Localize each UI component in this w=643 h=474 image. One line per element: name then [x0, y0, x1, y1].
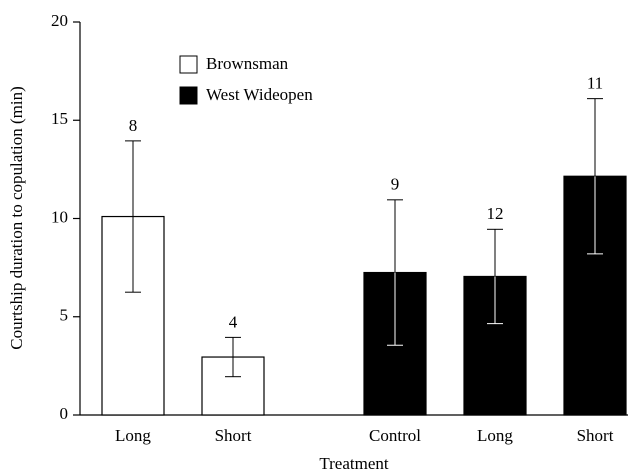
- x-tick-label: Long: [115, 426, 151, 445]
- sample-size: 11: [587, 74, 603, 93]
- legend-label: West Wideopen: [206, 85, 313, 104]
- x-tick-label: Short: [577, 426, 614, 445]
- legend-swatch: [179, 55, 198, 74]
- legend-swatch: [179, 86, 198, 105]
- y-axis-label: Courtship duration to copulation (min): [7, 86, 26, 349]
- y-tick-label: 20: [51, 11, 68, 30]
- y-tick-label: 10: [51, 207, 68, 226]
- legend-label: Brownsman: [206, 54, 289, 73]
- x-tick-label: Short: [215, 426, 252, 445]
- x-tick-label: Long: [477, 426, 513, 445]
- y-tick-label: 5: [60, 306, 69, 325]
- y-tick-label: 0: [60, 404, 69, 423]
- sample-size: 8: [129, 116, 138, 135]
- sample-size: 4: [229, 312, 238, 331]
- sample-size: 9: [391, 175, 400, 194]
- sample-size: 12: [487, 204, 504, 223]
- x-axis-label: Treatment: [319, 454, 389, 473]
- x-tick-label: Control: [369, 426, 421, 445]
- y-tick-label: 15: [51, 109, 68, 128]
